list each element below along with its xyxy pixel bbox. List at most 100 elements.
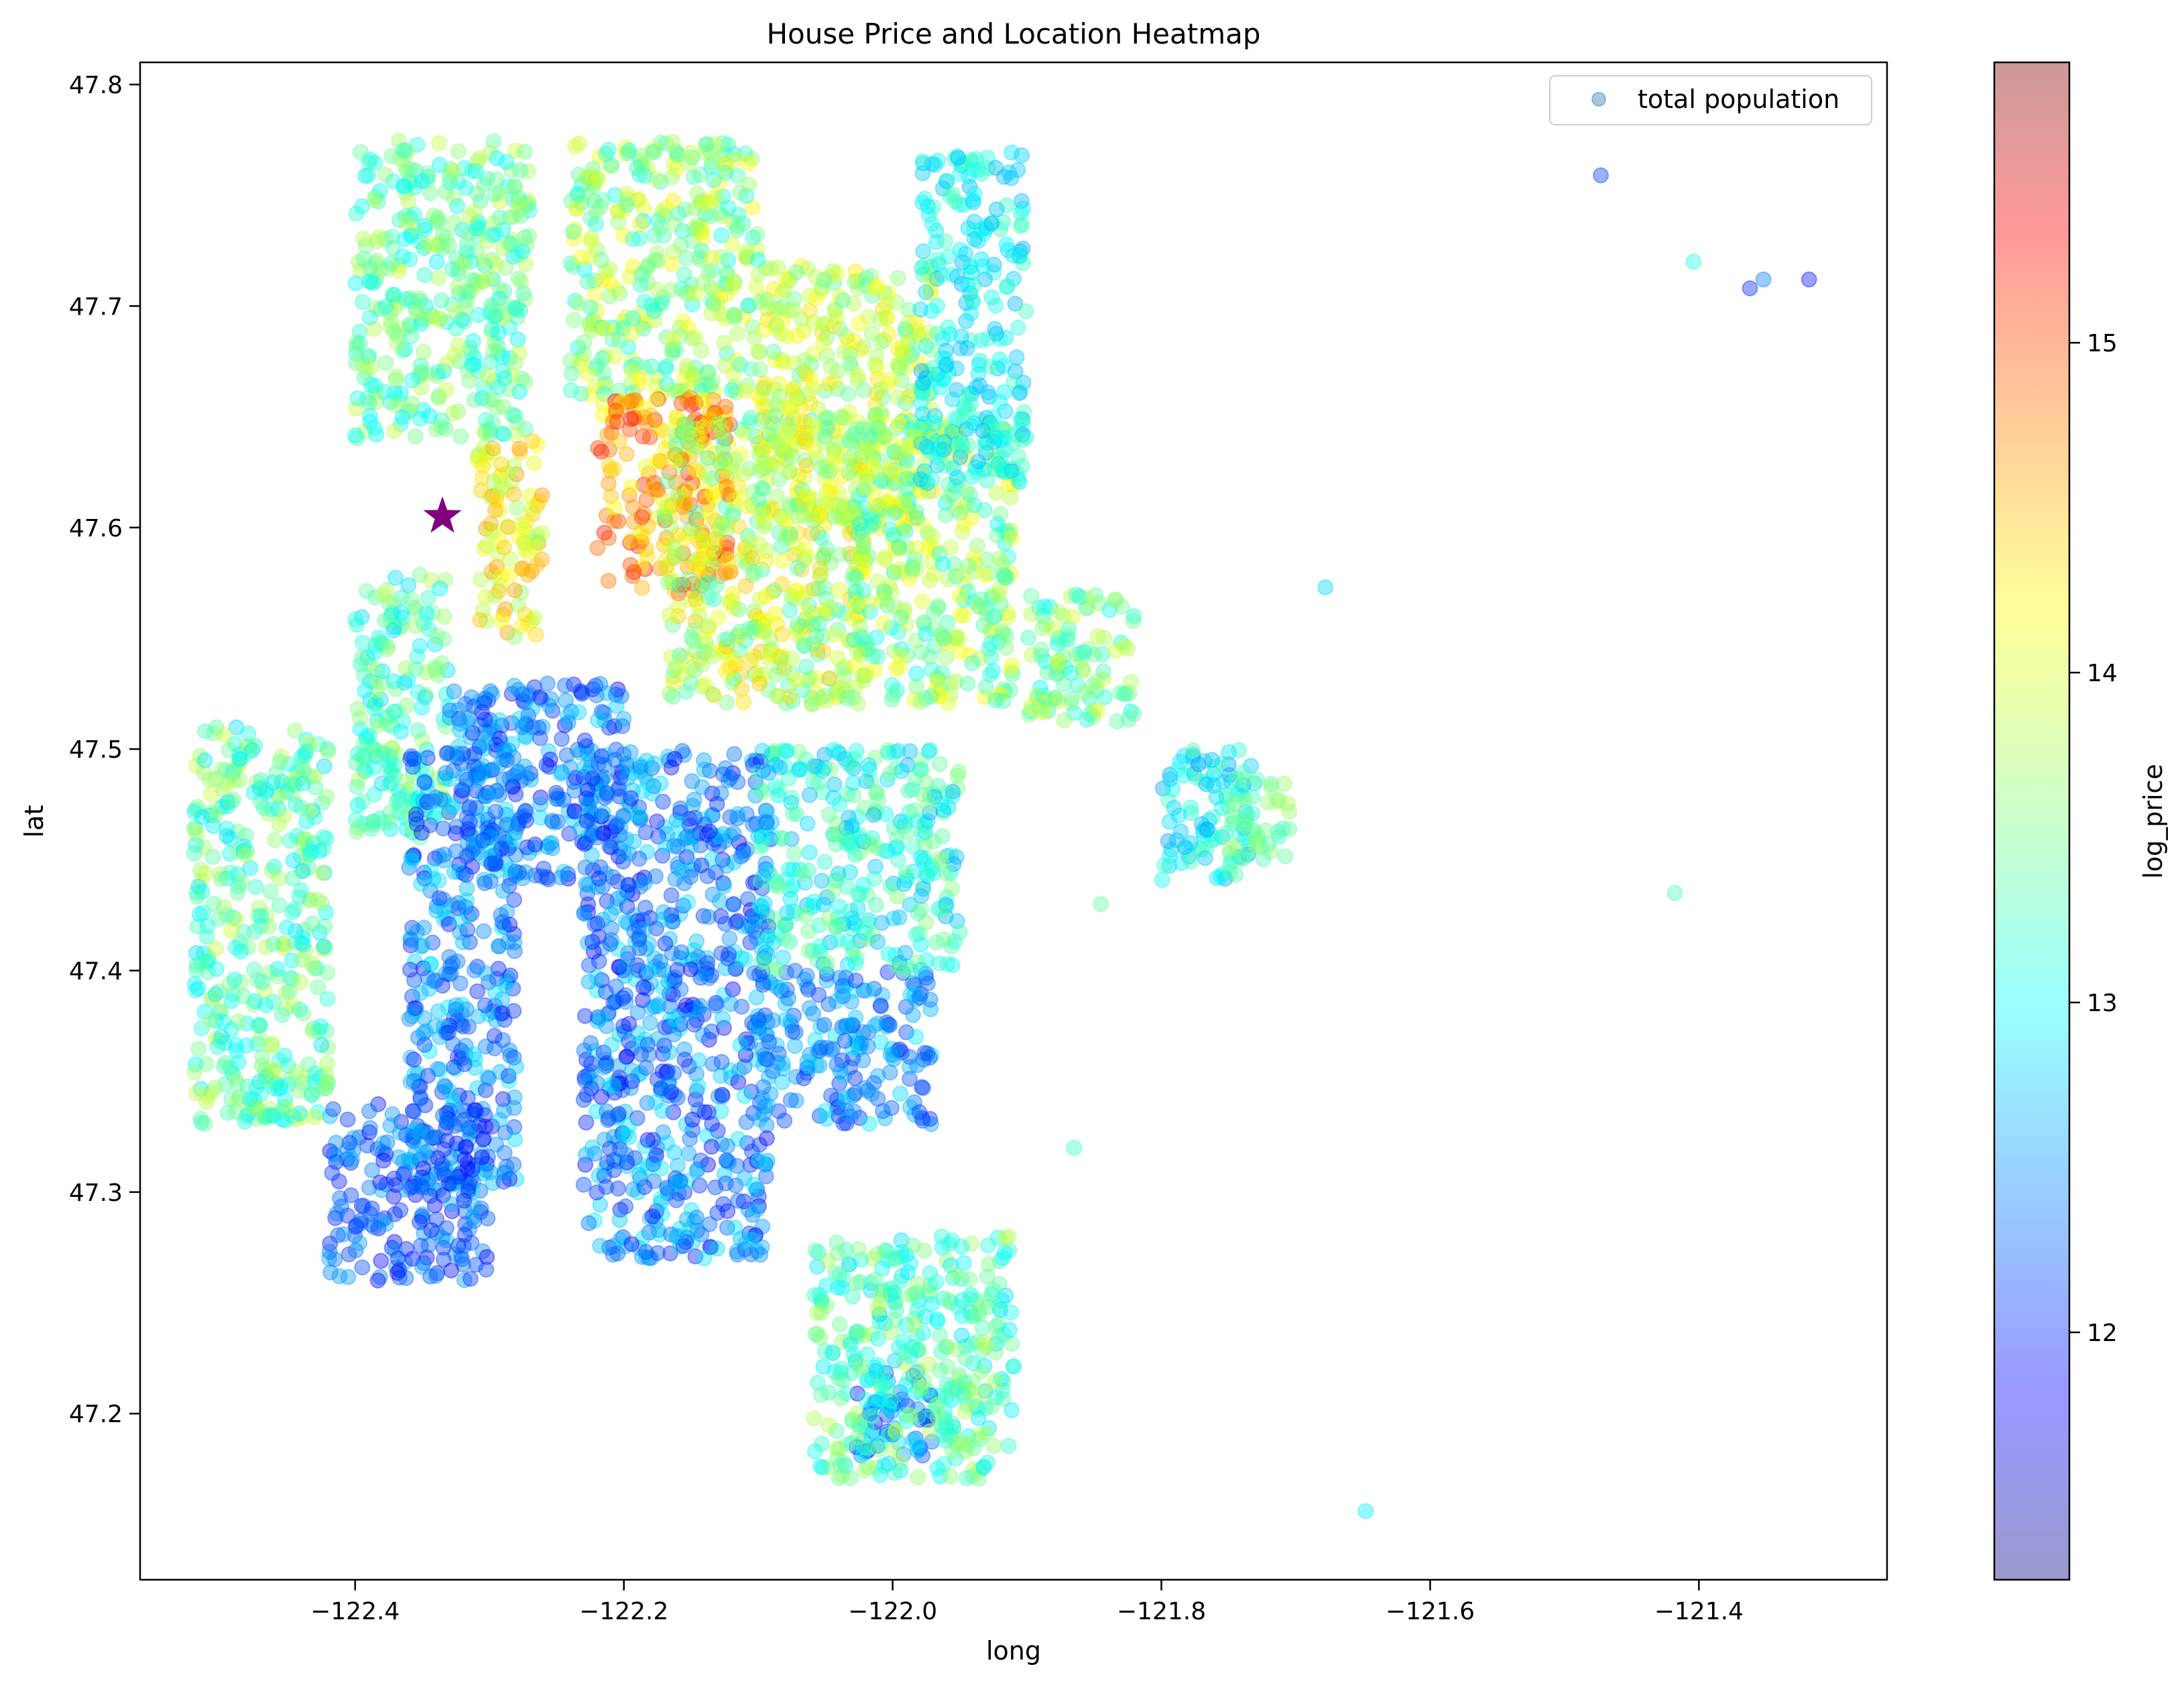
scatter-point: [581, 315, 598, 332]
scatter-point: [625, 231, 642, 247]
scatter-point: [755, 1079, 772, 1096]
scatter-point: [973, 1363, 990, 1380]
scatter-point: [463, 282, 480, 299]
scatter-point: [866, 870, 883, 887]
scatter-point: [432, 581, 448, 597]
scatter-point: [724, 236, 741, 253]
scatter-point: [464, 272, 481, 288]
scatter-point: [399, 163, 416, 180]
scatter-point: [494, 1005, 511, 1021]
scatter-point: [450, 265, 467, 282]
scatter-point: [579, 188, 595, 205]
scatter-point: [379, 1134, 396, 1151]
scatter-point: [445, 162, 462, 179]
scatter-point: [633, 559, 650, 575]
scatter-point: [352, 143, 369, 160]
scatter-point: [408, 162, 424, 179]
scatter-point: [403, 328, 420, 345]
scatter-point: [391, 391, 408, 408]
scatter-point: [708, 190, 725, 207]
scatter-point: [749, 343, 766, 360]
scatter-point: [362, 414, 379, 430]
scatter-point: [422, 955, 439, 972]
scatter-point: [597, 375, 613, 392]
scatter-point: [693, 243, 710, 259]
scatter-point: [699, 135, 715, 152]
scatter-point: [746, 564, 763, 581]
scatter-point: [988, 484, 1005, 501]
scatter-point: [806, 1410, 823, 1427]
scatter-point: [466, 349, 483, 366]
scatter-point: [461, 1121, 477, 1138]
scatter-point: [513, 370, 530, 387]
scatter-point: [382, 318, 399, 335]
scatter-point: [362, 1120, 379, 1137]
scatter-point: [688, 511, 705, 528]
scatter-point: [265, 935, 282, 952]
scatter-point: [676, 201, 693, 218]
scatter-point: [456, 160, 473, 176]
scatter-point: [382, 1117, 399, 1134]
scatter-point: [589, 302, 605, 319]
scatter-point: [875, 615, 892, 632]
scatter-point: [367, 385, 384, 402]
scatter-point: [605, 1246, 621, 1263]
scatter-point: [581, 1215, 597, 1232]
scatter-point: [977, 567, 993, 583]
scatter-point: [577, 732, 593, 749]
scatter-point: [704, 249, 721, 266]
scatter-point: [732, 1037, 749, 1053]
scatter-point: [704, 648, 721, 664]
scatter-point: [476, 695, 493, 711]
scatter-point: [404, 1008, 420, 1025]
scatter-point: [413, 365, 430, 382]
scatter-point: [621, 1118, 638, 1135]
scatter-point: [909, 1057, 925, 1073]
scatter-point: [909, 510, 926, 526]
scatter-point: [899, 823, 916, 840]
scatter-point: [351, 323, 368, 340]
scatter-point: [521, 227, 538, 244]
scatter-point: [507, 1131, 524, 1148]
scatter-point: [696, 1104, 713, 1120]
scatter-point: [672, 319, 688, 336]
scatter-point: [482, 144, 499, 161]
scatter-point: [389, 327, 406, 344]
scatter-point: [292, 974, 308, 990]
scatter-point: [658, 329, 675, 346]
scatter-point: [757, 588, 774, 605]
scatter-point: [658, 199, 674, 216]
scatter-point: [459, 362, 476, 379]
scatter-point: [387, 397, 404, 414]
scatter-point: [485, 227, 501, 243]
scatter-point: [491, 281, 508, 298]
scatter-point: [781, 463, 798, 480]
scatter-point: [429, 212, 446, 229]
scatter-point: [694, 218, 711, 234]
scatter-point: [487, 308, 503, 325]
scatter-point: [518, 256, 534, 273]
scatter-point: [218, 907, 235, 923]
scatter-point: [505, 209, 522, 225]
scatter-point: [669, 1228, 686, 1244]
scatter-point: [744, 199, 761, 216]
scatter-point: [799, 1053, 816, 1069]
scatter-point: [402, 402, 418, 419]
scatter-point: [391, 151, 408, 167]
scatter-point: [664, 331, 680, 348]
scatter-point: [656, 207, 673, 223]
scatter-point: [764, 647, 781, 664]
scatter-point: [301, 846, 318, 863]
scatter-point: [506, 628, 523, 645]
scatter-point: [713, 249, 729, 266]
scatter-point: [855, 382, 872, 398]
scatter-point: [314, 864, 330, 881]
scatter-point: [908, 561, 925, 577]
scatter-point: [588, 378, 604, 395]
scatter-point: [754, 742, 771, 759]
scatter-point: [450, 337, 467, 354]
scatter-point: [255, 799, 272, 816]
scatter-point: [587, 287, 603, 304]
scatter-point: [619, 196, 635, 213]
scatter-point: [892, 659, 908, 676]
